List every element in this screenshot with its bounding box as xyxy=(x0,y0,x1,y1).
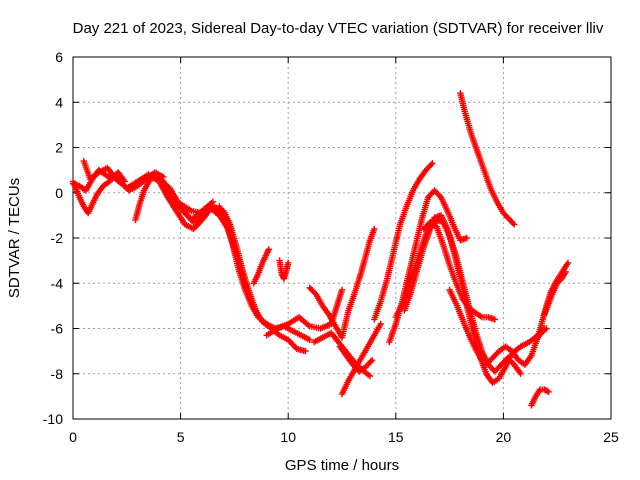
y-tick-label: -2 xyxy=(51,230,64,246)
data-point xyxy=(366,372,374,380)
data-point xyxy=(371,225,378,233)
series-arc9 xyxy=(276,257,292,282)
data-point xyxy=(285,259,292,267)
data-point xyxy=(544,387,551,395)
data-point xyxy=(517,370,524,377)
x-axis-label: GPS time / hours xyxy=(285,457,399,474)
x-tick-label: 20 xyxy=(496,429,512,445)
y-tick-label: 0 xyxy=(55,185,63,201)
x-tick-label: 5 xyxy=(177,429,185,445)
data-point xyxy=(491,316,498,323)
series-arc13 xyxy=(338,320,384,398)
data-point xyxy=(377,320,384,328)
chart-title: Day 221 of 2023, Sidereal Day-to-day VTE… xyxy=(73,20,604,37)
series-arc19 xyxy=(420,219,498,323)
series-arc8 xyxy=(250,246,272,287)
x-tick-label: 15 xyxy=(388,429,404,445)
y-axis-label: SDTVAR / TECUs xyxy=(6,178,23,298)
y-tick-label: 6 xyxy=(55,49,63,65)
data-point xyxy=(265,246,272,253)
y-tick-label: 4 xyxy=(55,94,63,110)
series-arc10 xyxy=(263,286,346,339)
series-arc20 xyxy=(446,286,486,364)
data-point xyxy=(427,161,435,168)
data-point xyxy=(436,192,443,200)
y-tick-label: -6 xyxy=(51,321,64,337)
data-point xyxy=(545,388,552,396)
data-point xyxy=(367,358,374,365)
series-arc11 xyxy=(306,225,378,341)
x-tick-label: 0 xyxy=(69,429,77,445)
y-tick-label: -8 xyxy=(51,366,64,382)
data-point xyxy=(368,357,376,364)
series-arc15 xyxy=(371,160,436,323)
series-arc21 xyxy=(457,90,518,228)
axis-ticks: 0 5 10 15 20 25 -10 -8 -6 -4 -2 0 2 4 6 xyxy=(43,49,619,445)
data-point xyxy=(463,234,470,242)
series-arc14 xyxy=(336,343,376,375)
data-point xyxy=(562,268,569,276)
data-point xyxy=(429,160,436,167)
series-arc25 xyxy=(528,386,552,409)
grid xyxy=(73,57,611,419)
data-point xyxy=(302,347,309,355)
y-tick-label: -10 xyxy=(43,411,63,427)
data-point xyxy=(306,336,313,343)
series-arc24 xyxy=(541,268,569,319)
data-point xyxy=(478,357,486,364)
data-points xyxy=(69,90,572,409)
data-point xyxy=(338,286,346,294)
data-point xyxy=(564,259,572,267)
data-point xyxy=(511,221,518,228)
x-tick-label: 10 xyxy=(280,429,296,445)
y-tick-label: -4 xyxy=(51,275,64,291)
y-tick-label: 2 xyxy=(55,140,63,156)
x-tick-label: 25 xyxy=(603,429,619,445)
